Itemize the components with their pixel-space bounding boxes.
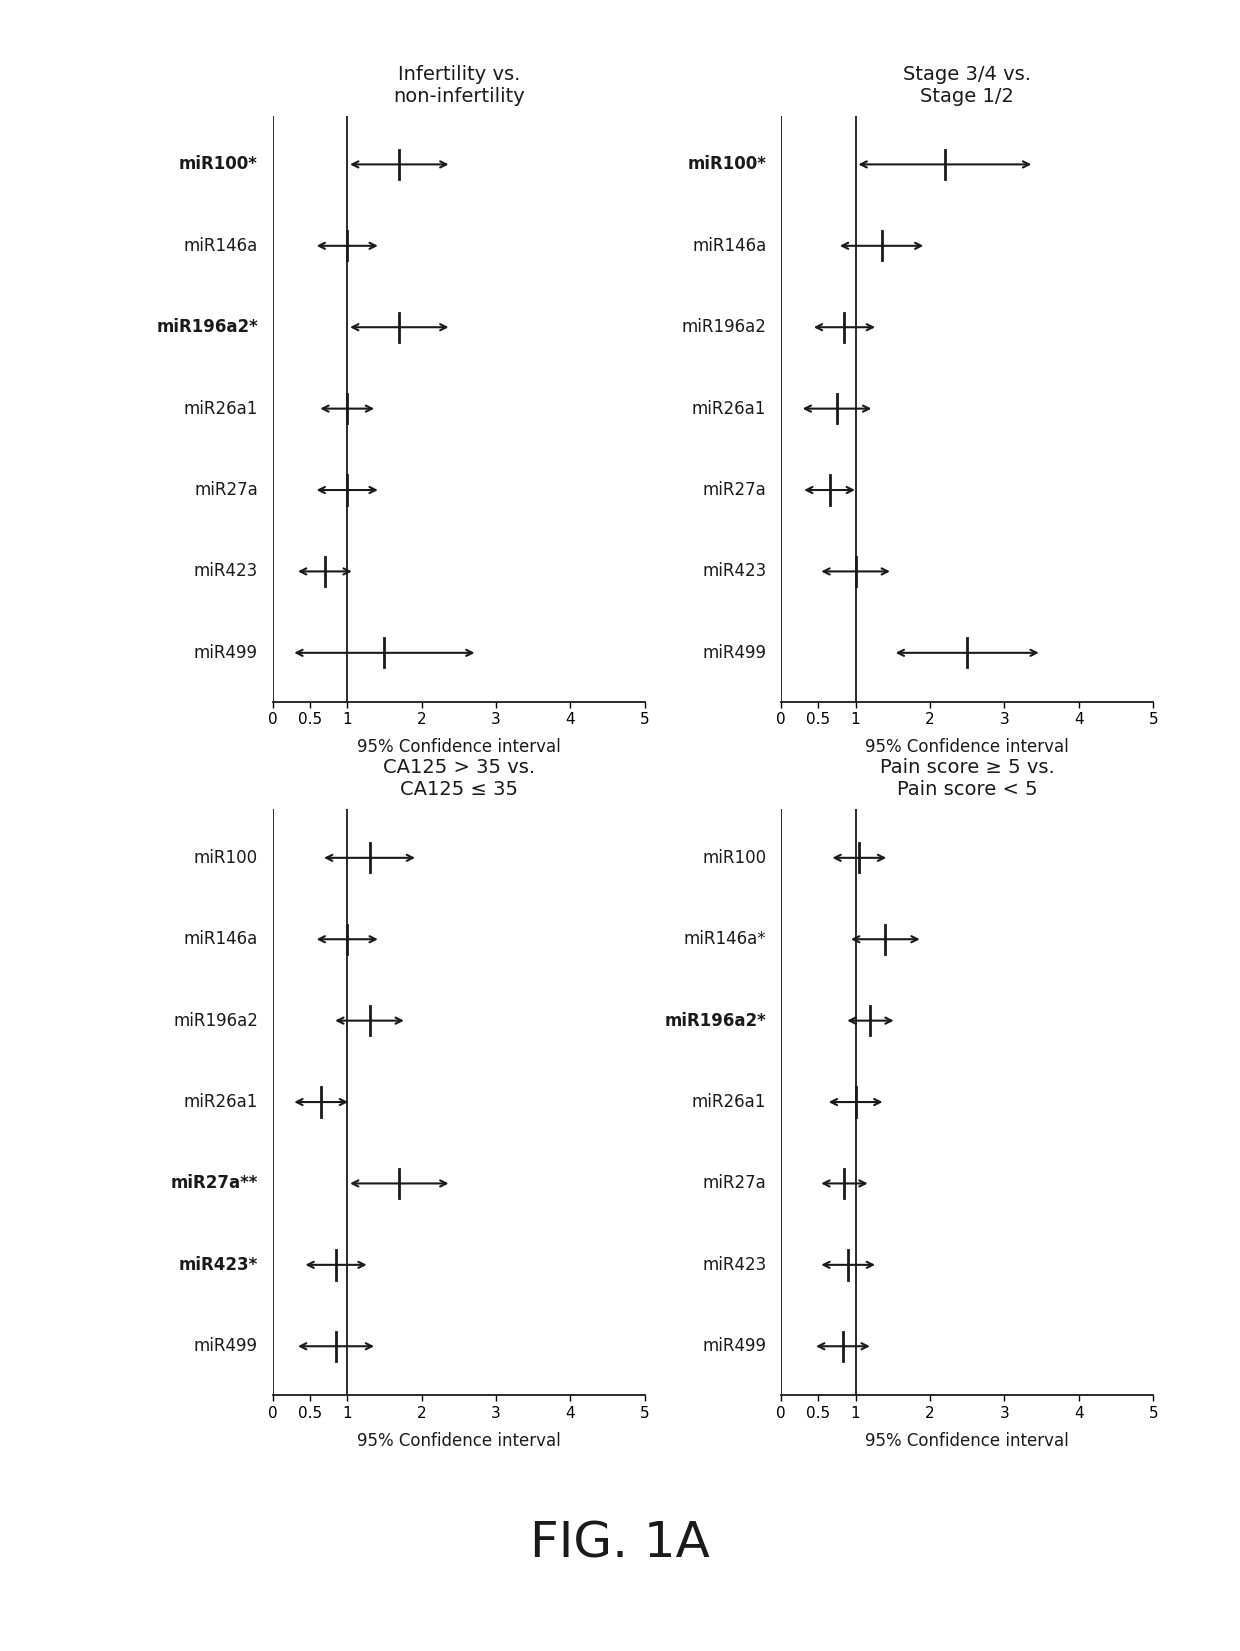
Text: miR423: miR423: [193, 563, 258, 581]
Text: miR26a1: miR26a1: [184, 400, 258, 418]
Text: miR26a1: miR26a1: [184, 1093, 258, 1111]
Title: Infertility vs.
non-infertility: Infertility vs. non-infertility: [393, 64, 525, 106]
Text: miR146a: miR146a: [692, 236, 766, 254]
Text: miR26a1: miR26a1: [692, 400, 766, 418]
Text: miR27a: miR27a: [703, 1174, 766, 1192]
Text: miR100: miR100: [702, 849, 766, 867]
Text: miR423: miR423: [702, 563, 766, 581]
Text: miR27a: miR27a: [703, 480, 766, 499]
Text: miR499: miR499: [193, 1337, 258, 1355]
Text: miR100: miR100: [193, 849, 258, 867]
Text: miR100*: miR100*: [179, 155, 258, 173]
Text: miR499: miR499: [702, 644, 766, 662]
Title: Pain score ≥ 5 vs.
Pain score < 5: Pain score ≥ 5 vs. Pain score < 5: [880, 758, 1054, 799]
Text: miR499: miR499: [193, 644, 258, 662]
X-axis label: 95% Confidence interval: 95% Confidence interval: [357, 1431, 560, 1450]
Text: miR196a2: miR196a2: [174, 1012, 258, 1030]
Text: miR27a: miR27a: [195, 480, 258, 499]
Text: miR196a2*: miR196a2*: [156, 319, 258, 337]
Text: miR146a: miR146a: [184, 236, 258, 254]
X-axis label: 95% Confidence interval: 95% Confidence interval: [357, 738, 560, 756]
Text: miR26a1: miR26a1: [692, 1093, 766, 1111]
Title: CA125 > 35 vs.
CA125 ≤ 35: CA125 > 35 vs. CA125 ≤ 35: [383, 758, 534, 799]
Text: miR100*: miR100*: [687, 155, 766, 173]
Text: miR423*: miR423*: [179, 1256, 258, 1275]
Text: miR146a: miR146a: [184, 930, 258, 948]
X-axis label: 95% Confidence interval: 95% Confidence interval: [866, 738, 1069, 756]
Text: miR196a2: miR196a2: [682, 319, 766, 337]
Text: miR196a2*: miR196a2*: [665, 1012, 766, 1030]
Text: miR146a*: miR146a*: [683, 930, 766, 948]
Title: Stage 3/4 vs.
Stage 1/2: Stage 3/4 vs. Stage 1/2: [903, 64, 1032, 106]
Text: FIG. 1A: FIG. 1A: [529, 1519, 711, 1568]
Text: miR423: miR423: [702, 1256, 766, 1275]
X-axis label: 95% Confidence interval: 95% Confidence interval: [866, 1431, 1069, 1450]
Text: miR499: miR499: [702, 1337, 766, 1355]
Text: miR27a**: miR27a**: [171, 1174, 258, 1192]
